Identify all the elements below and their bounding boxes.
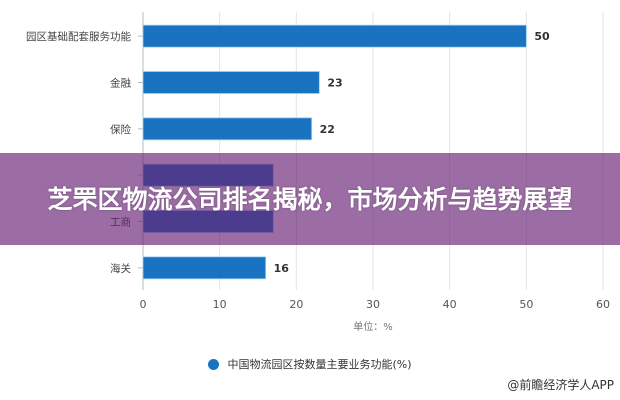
category-label: 园区基础配套服务功能 xyxy=(26,30,131,43)
title-banner: 芝罘区物流公司排名揭秘，市场分析与趋势展望 xyxy=(0,153,620,245)
x-tick-label: 10 xyxy=(213,298,227,311)
category-label: 保险 xyxy=(110,123,131,136)
legend-label: 中国物流园区按数量主要业务功能(%) xyxy=(227,358,412,371)
data-label: 50 xyxy=(534,30,550,43)
legend-marker xyxy=(208,358,220,370)
x-tick-label: 50 xyxy=(519,298,533,311)
source-credit: @前瞻经济学人APP xyxy=(507,378,614,392)
bar xyxy=(142,117,313,141)
data-label: 22 xyxy=(320,123,335,136)
x-tick-label: 30 xyxy=(366,298,380,311)
bar xyxy=(142,24,527,48)
data-label: 16 xyxy=(274,262,290,275)
bar xyxy=(142,256,267,280)
x-tick-label: 40 xyxy=(443,298,457,311)
legend: 中国物流园区按数量主要业务功能(%) xyxy=(0,356,620,372)
category-label: 金融 xyxy=(110,77,131,90)
data-label: 23 xyxy=(327,77,342,90)
banner-title: 芝罘区物流公司排名揭秘，市场分析与趋势展望 xyxy=(47,184,573,214)
bar xyxy=(142,71,320,94)
x-tick-label: 20 xyxy=(289,298,303,311)
x-tick-label: 0 xyxy=(140,298,147,311)
category-label: 海关 xyxy=(110,262,131,275)
x-axis-label: 单位：% xyxy=(353,320,393,333)
x-tick-label: 60 xyxy=(596,298,610,311)
